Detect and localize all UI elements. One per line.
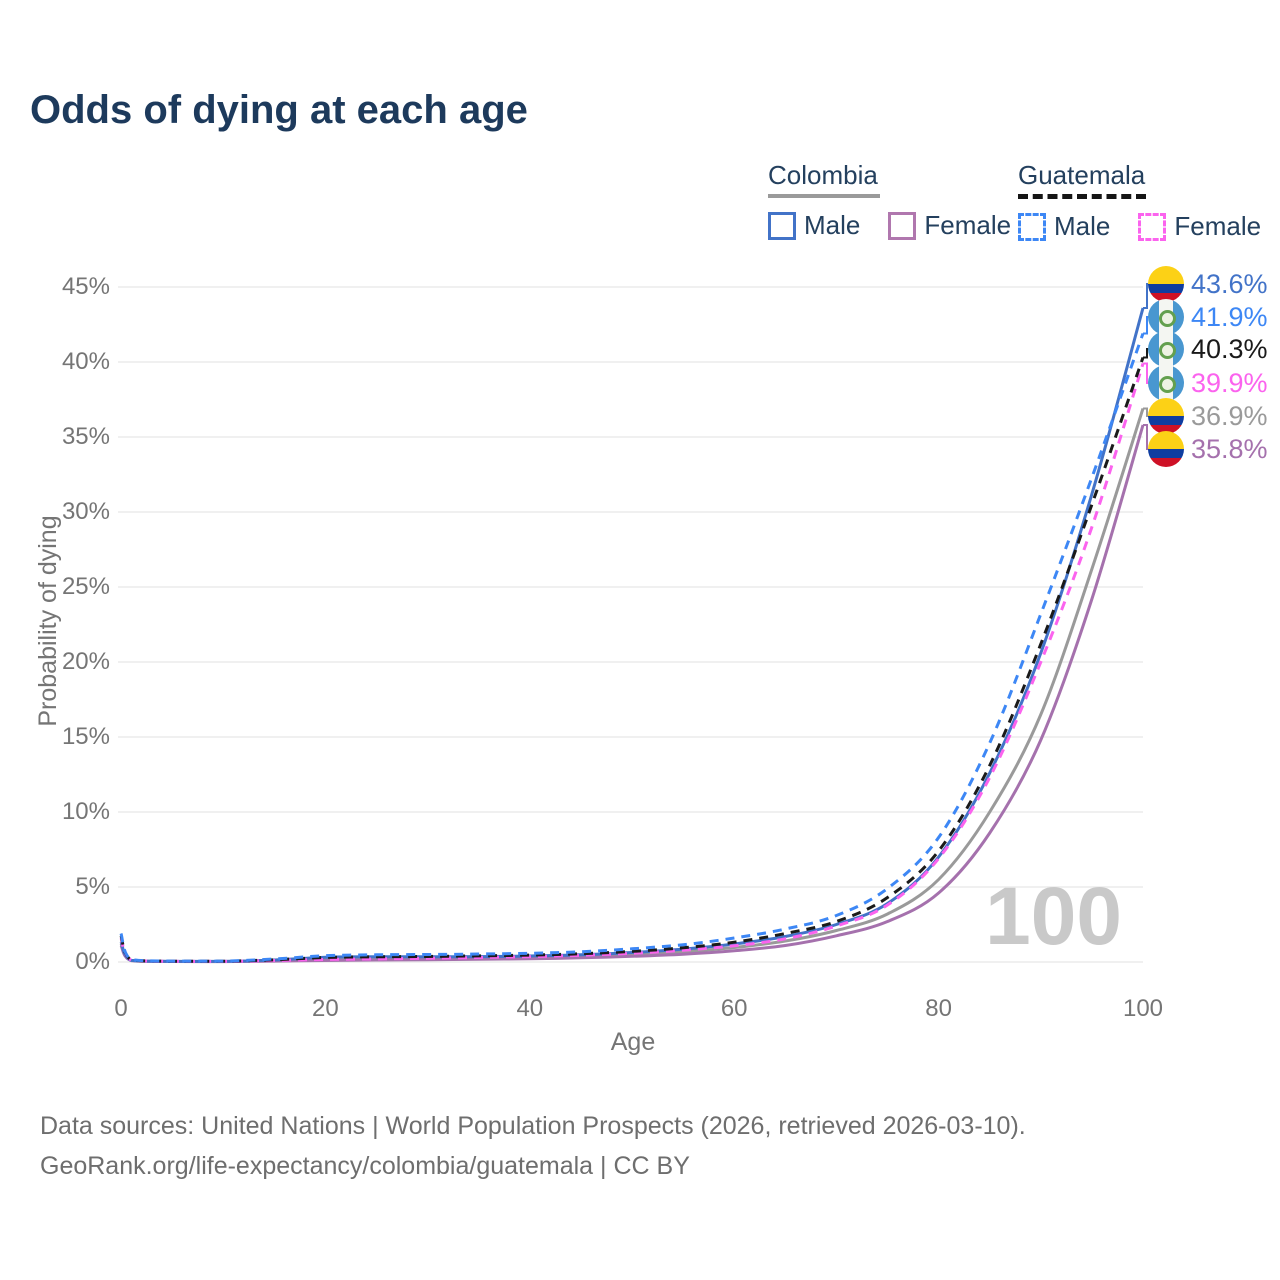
series-lines [119,307,1145,964]
x-tick-label: 0 [114,995,128,1022]
guatemala-emblem-icon [1159,376,1176,393]
legend-colombia-label: Colombia [768,160,878,190]
end-label-colombia-total: 36.9% [1148,398,1268,434]
guatemala-flag-icon [1148,365,1184,401]
y-tick-label: 20% [61,648,110,675]
guatemala-female-swatch [1138,212,1167,241]
legend-guatemala-male-label: Male [1054,211,1111,241]
x-tick-label: 60 [720,995,748,1022]
legend-colombia-male-label: Male [804,210,861,240]
chart-watermark: 100 [985,871,1122,962]
guatemala-emblem-icon [1159,310,1176,327]
end-label-value: 43.6% [1191,268,1268,299]
data-source-line1: Data sources: United Nations | World Pop… [40,1112,1026,1140]
colombia-male-swatch [768,211,796,240]
end-label-colombia-female: 35.8% [1148,431,1268,467]
x-tick-label: 20 [312,995,339,1022]
x-axis-title: Age [610,1028,656,1056]
guatemala-male-swatch [1018,212,1046,241]
y-axis-title: Probability of dying [34,515,62,727]
guatemala-flag-icon [1148,331,1184,367]
legend-guatemala-female-label: Female [1174,211,1262,241]
end-label-value: 39.9% [1191,367,1268,398]
end-label-colombia-male: 43.6% [1148,266,1268,302]
colombia-line-style-swatch [768,194,880,198]
y-tick-label: 45% [61,273,110,300]
guatemala-emblem-icon [1159,342,1176,359]
colombia-flag-icon [1148,266,1184,302]
gridlines [118,286,1143,963]
legend-guatemala-label: Guatemala [1018,160,1146,190]
x-tick-label: 100 [1122,995,1164,1022]
end-label-guatemala-total: 40.3% [1148,331,1268,367]
legend-group-colombia: Colombia Male Female [768,160,1011,241]
y-tick-label: 10% [61,798,110,825]
series-line-colombia_male [119,307,1145,963]
colombia-flag-icon [1148,431,1184,467]
y-tick-label: 25% [61,573,110,600]
colombia-female-swatch [888,211,917,240]
data-source-note: Data sources: United Nations | World Pop… [40,1106,1026,1186]
end-label-guatemala-female: 39.9% [1148,365,1268,401]
legend-colombia-female-label: Female [924,210,1012,240]
y-tick-label: 0% [75,948,110,975]
y-tick-label: 35% [61,423,110,450]
x-tick-label: 40 [516,995,544,1022]
end-label-value: 41.9% [1191,301,1268,332]
page-title: Odds of dying at each age [30,88,528,132]
guatemala-flag-icon [1148,299,1184,335]
legend-group-guatemala: Guatemala Male Female [1018,160,1261,242]
end-label-value: 36.9% [1191,400,1268,431]
y-tick-label: 30% [61,498,110,525]
y-tick-label: 5% [75,873,110,900]
x-tick-label: 80 [925,995,952,1022]
y-tick-label: 40% [61,348,110,375]
end-label-value: 35.8% [1191,433,1268,464]
data-source-line2: GeoRank.org/life-expectancy/colombia/gua… [40,1152,690,1180]
y-tick-label: 15% [61,723,110,750]
colombia-flag-icon [1148,398,1184,434]
series-line-guatemala_male [119,332,1145,963]
guatemala-line-style-swatch [1018,194,1146,199]
end-label-guatemala-male: 41.9% [1148,299,1268,335]
end-label-value: 40.3% [1191,333,1268,364]
